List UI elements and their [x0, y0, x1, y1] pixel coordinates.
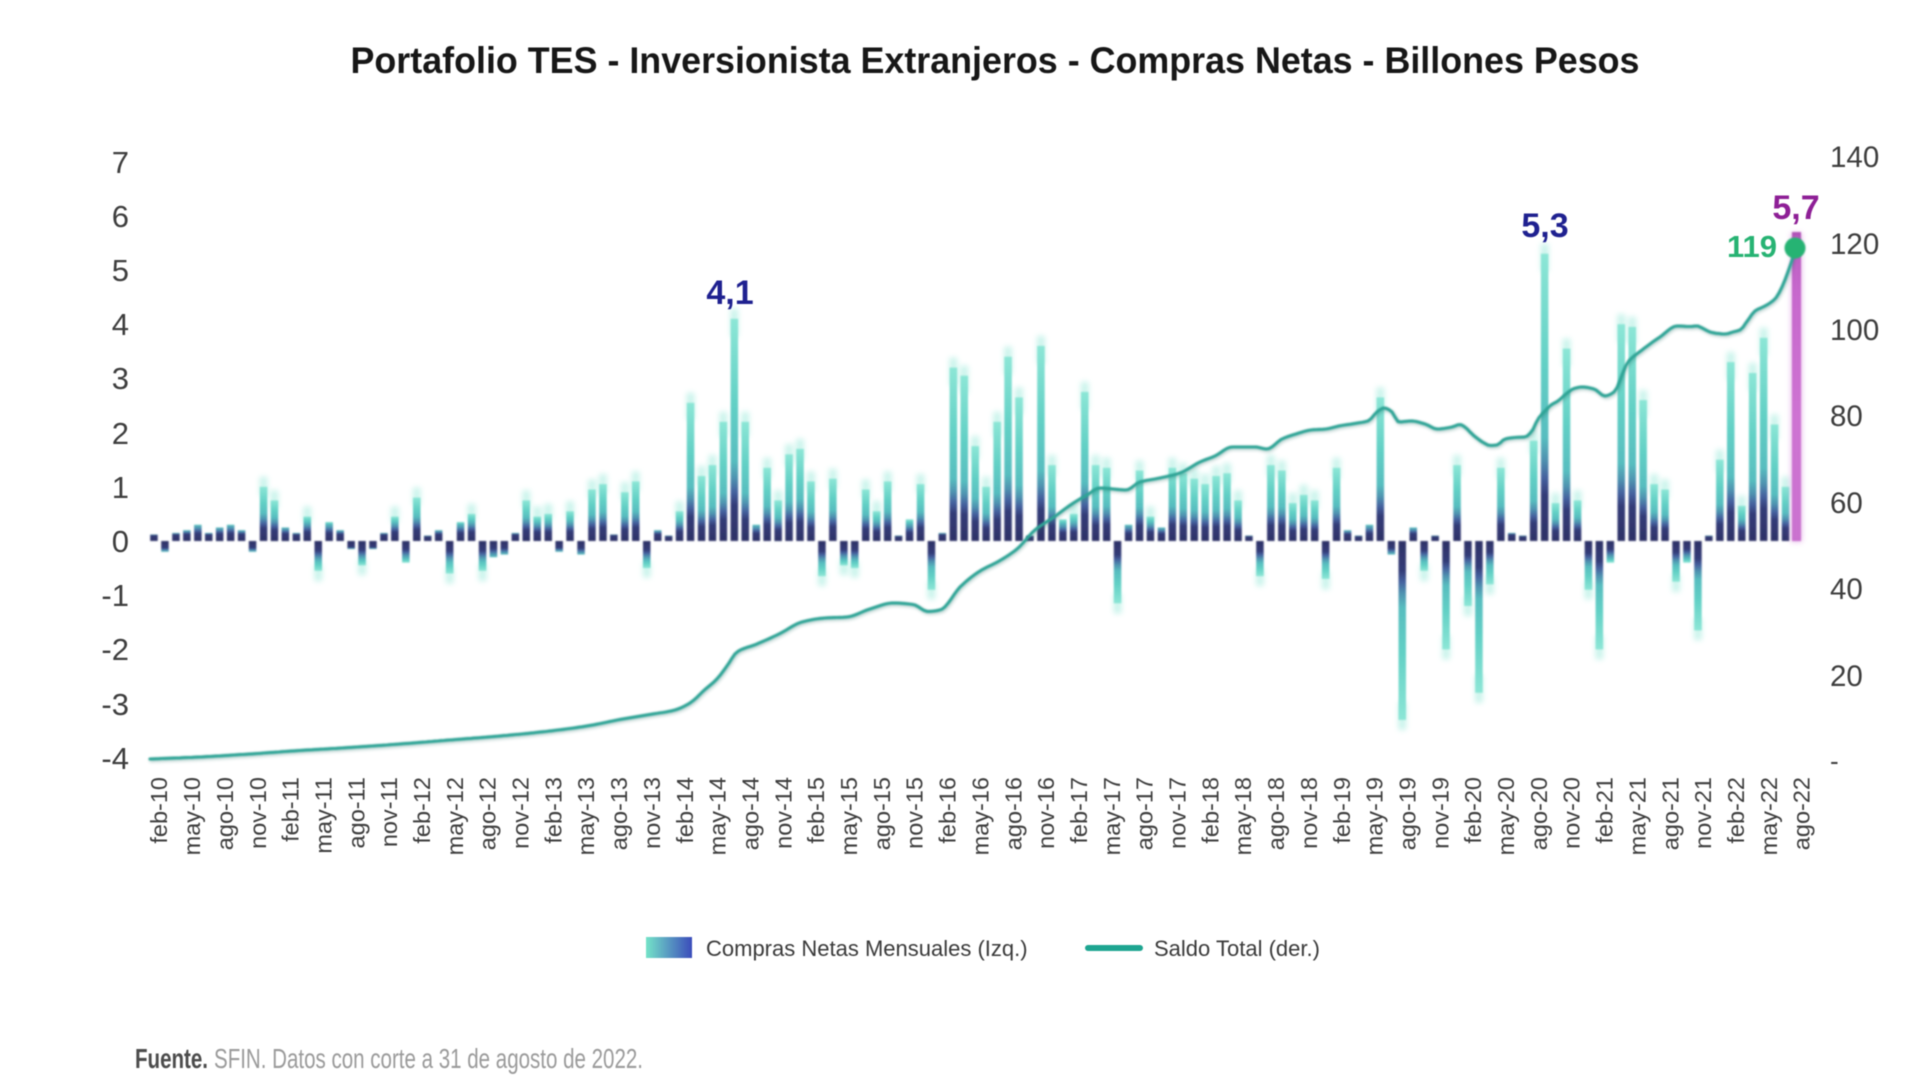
svg-text:nov-19: nov-19	[1427, 777, 1453, 849]
svg-text:ago-11: ago-11	[343, 777, 369, 848]
svg-text:feb-11: feb-11	[278, 777, 304, 842]
svg-text:nov-13: nov-13	[639, 777, 665, 849]
svg-text:feb-20: feb-20	[1460, 777, 1486, 844]
svg-text:60: 60	[1830, 487, 1863, 520]
svg-text:ago-18: ago-18	[1263, 777, 1289, 850]
svg-text:feb-19: feb-19	[1329, 777, 1355, 844]
svg-text:ago-12: ago-12	[475, 777, 501, 850]
svg-text:-2: -2	[101, 632, 129, 667]
svg-text:3: 3	[112, 361, 129, 396]
svg-text:may-14: may-14	[705, 777, 731, 855]
svg-text:ago-19: ago-19	[1395, 777, 1421, 850]
svg-text:may-15: may-15	[836, 777, 862, 855]
svg-text:nov-20: nov-20	[1559, 777, 1585, 849]
svg-text:20: 20	[1830, 660, 1863, 693]
svg-text:nov-15: nov-15	[902, 777, 928, 849]
svg-text:ago-16: ago-16	[1000, 777, 1026, 850]
svg-text:feb-12: feb-12	[409, 777, 435, 844]
svg-text:140: 140	[1830, 141, 1879, 174]
svg-text:nov-14: nov-14	[770, 777, 796, 849]
svg-text:ago-13: ago-13	[606, 777, 632, 850]
svg-text:ago-17: ago-17	[1132, 777, 1158, 850]
svg-text:feb-16: feb-16	[935, 777, 961, 844]
svg-text:nov-18: nov-18	[1296, 777, 1322, 849]
svg-text:4: 4	[112, 307, 129, 342]
svg-text:5,7: 5,7	[1772, 189, 1819, 227]
svg-text:nov-17: nov-17	[1165, 777, 1191, 849]
svg-text:100: 100	[1830, 314, 1879, 347]
svg-text:Fuente.: Fuente.	[135, 1043, 208, 1074]
svg-text:feb-13: feb-13	[540, 777, 566, 844]
svg-text:feb-15: feb-15	[803, 777, 829, 844]
svg-text:may-10: may-10	[179, 777, 205, 855]
svg-text:SFIN. Datos con corte a 31 de: SFIN. Datos con corte a 31 de agosto de …	[214, 1043, 643, 1074]
svg-text:-3: -3	[101, 687, 129, 722]
svg-text:nov-10: nov-10	[245, 777, 271, 849]
svg-text:6: 6	[112, 199, 129, 234]
svg-text:feb-18: feb-18	[1197, 777, 1223, 844]
svg-text:may-13: may-13	[573, 777, 599, 855]
svg-text:nov-21: nov-21	[1690, 777, 1716, 849]
svg-text:feb-22: feb-22	[1723, 777, 1749, 844]
svg-text:120: 120	[1830, 228, 1879, 261]
svg-text:-4: -4	[101, 741, 129, 776]
svg-text:nov-16: nov-16	[1033, 777, 1059, 849]
svg-text:-: -	[1830, 746, 1839, 776]
svg-text:0: 0	[112, 524, 129, 559]
svg-text:ago-15: ago-15	[869, 777, 895, 850]
svg-text:may-12: may-12	[442, 777, 468, 855]
svg-text:ago-10: ago-10	[212, 777, 238, 850]
svg-text:119: 119	[1727, 229, 1777, 264]
svg-text:may-20: may-20	[1493, 777, 1519, 855]
svg-text:feb-10: feb-10	[146, 777, 172, 844]
svg-text:2: 2	[112, 416, 129, 451]
svg-text:nov-11: nov-11	[376, 777, 402, 847]
svg-text:7: 7	[112, 145, 129, 180]
svg-text:may-22: may-22	[1756, 777, 1782, 855]
svg-text:may-17: may-17	[1099, 777, 1125, 855]
svg-text:nov-12: nov-12	[508, 777, 534, 849]
svg-text:ago-20: ago-20	[1526, 777, 1552, 850]
svg-text:feb-21: feb-21	[1592, 777, 1618, 844]
svg-text:Saldo Total (der.): Saldo Total (der.)	[1154, 936, 1320, 961]
svg-text:may-18: may-18	[1230, 777, 1256, 855]
svg-text:80: 80	[1830, 400, 1863, 433]
svg-text:may-21: may-21	[1624, 777, 1650, 855]
svg-text:-1: -1	[101, 578, 129, 613]
svg-text:may-16: may-16	[967, 777, 993, 855]
svg-text:4,1: 4,1	[706, 274, 753, 312]
svg-text:Portafolio TES - Inversionista: Portafolio TES - Inversionista Extranjer…	[351, 39, 1640, 81]
svg-text:ago-22: ago-22	[1789, 777, 1815, 850]
svg-text:may-11: may-11	[310, 777, 336, 854]
svg-text:ago-21: ago-21	[1657, 777, 1683, 850]
svg-text:40: 40	[1830, 573, 1863, 606]
svg-text:1: 1	[112, 470, 129, 505]
svg-text:feb-17: feb-17	[1066, 777, 1092, 844]
svg-text:may-19: may-19	[1362, 777, 1388, 855]
svg-text:5: 5	[112, 253, 129, 288]
svg-text:ago-14: ago-14	[738, 777, 764, 850]
svg-text:Compras Netas Mensuales (Izq.): Compras Netas Mensuales (Izq.)	[706, 936, 1028, 961]
svg-text:feb-14: feb-14	[672, 777, 698, 844]
svg-text:5,3: 5,3	[1521, 207, 1568, 245]
